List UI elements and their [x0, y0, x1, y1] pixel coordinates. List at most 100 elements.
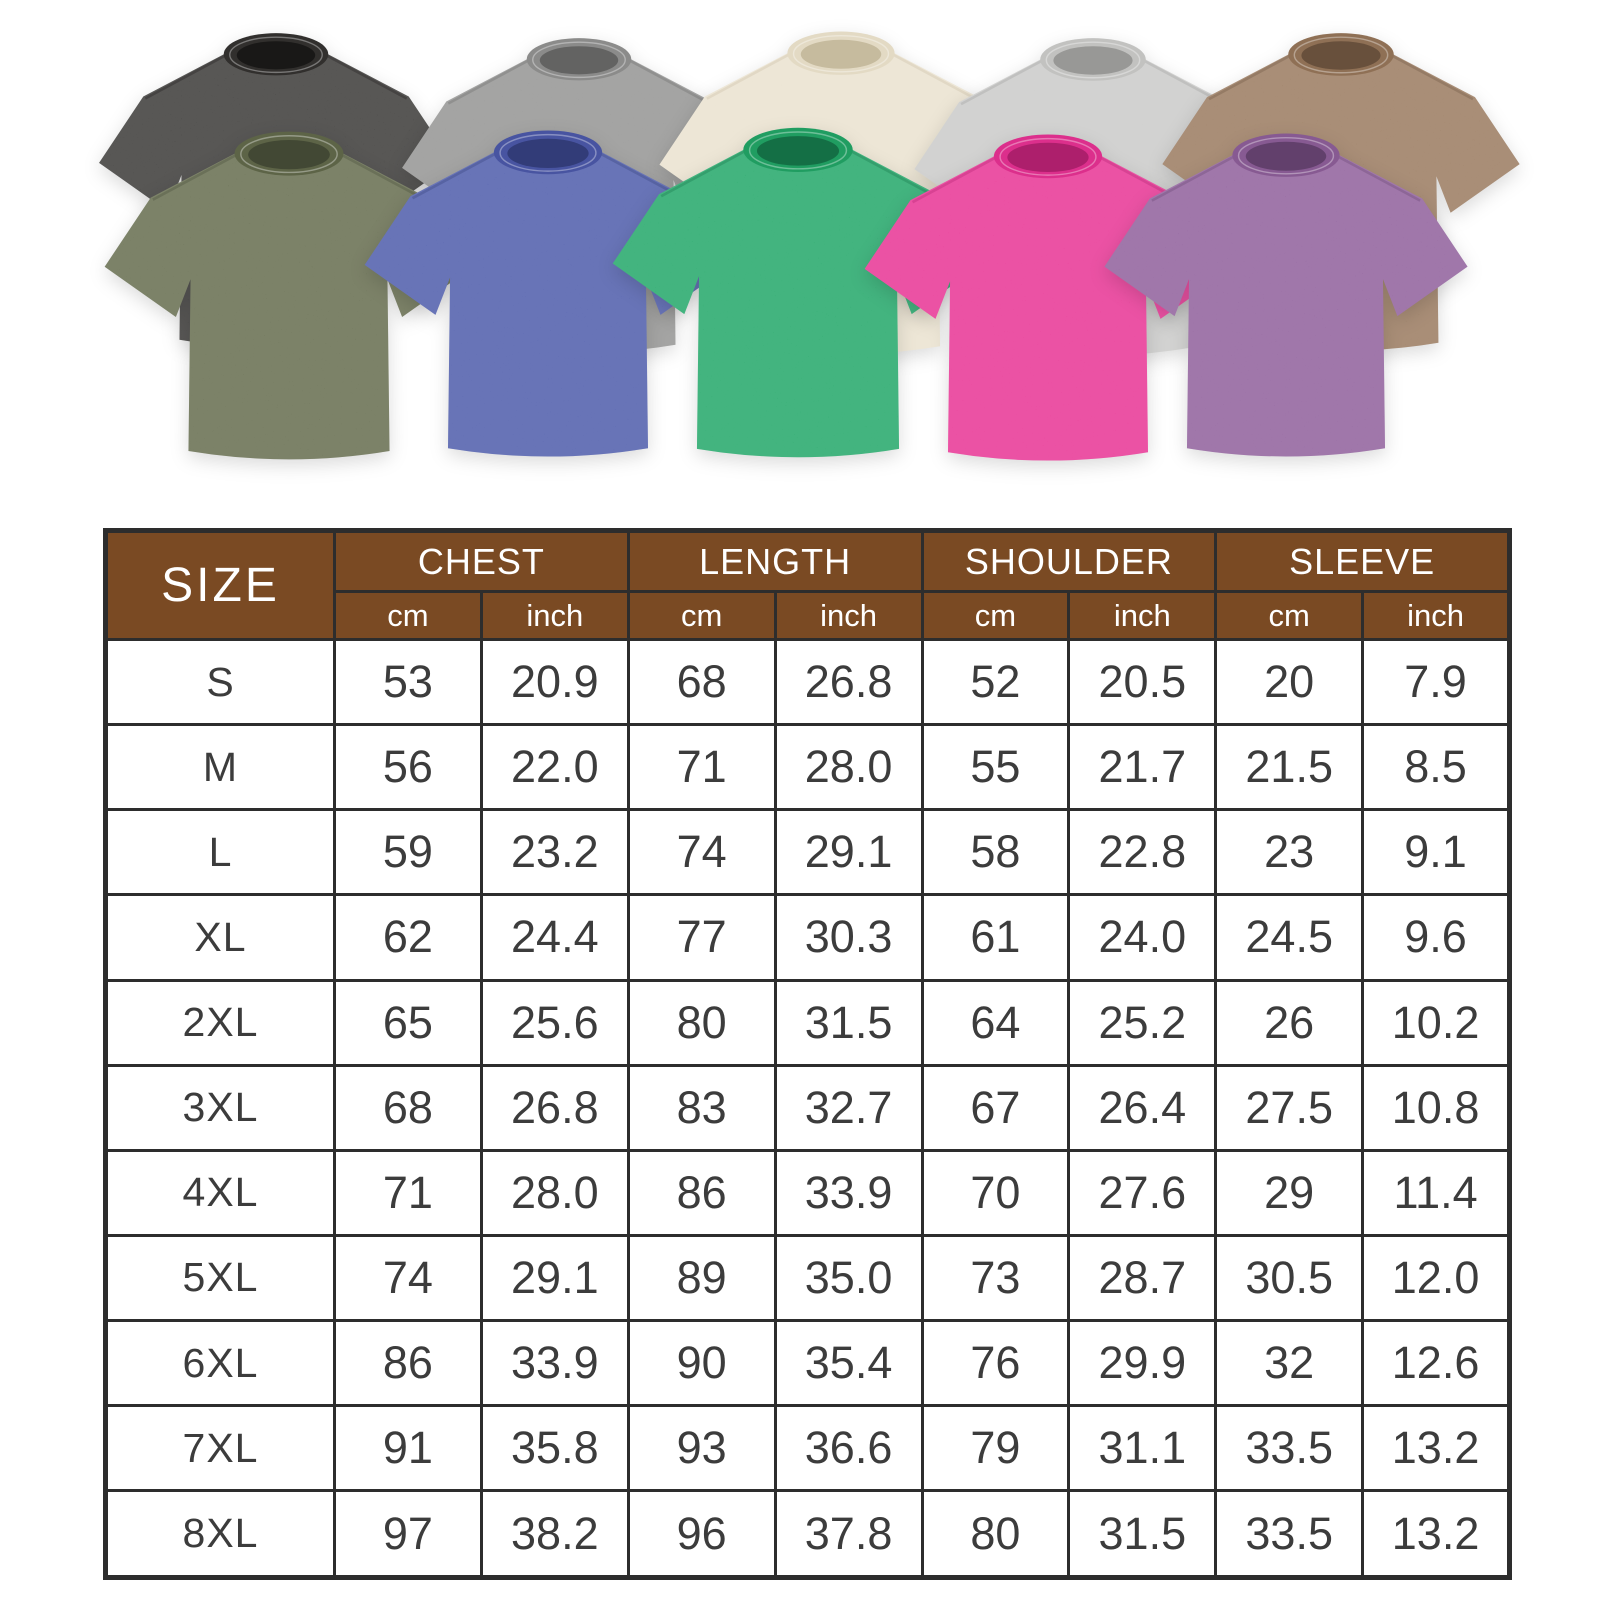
value-cell: 10.2 [1361, 978, 1511, 1067]
value-cell: 12.6 [1361, 1318, 1511, 1408]
value-cell: 30.5 [1214, 1233, 1365, 1323]
value-cell: 91 [333, 1404, 483, 1493]
value-cell: 56 [333, 723, 483, 812]
table-row: 5XL 74 29.1 89 35.0 73 28.7 30.5 12.0 [104, 1233, 1511, 1323]
value-cell: 33.5 [1214, 1489, 1365, 1579]
size-cell: 6XL [104, 1318, 336, 1408]
size-cell: M [104, 723, 336, 812]
value-cell: 71 [626, 723, 777, 812]
value-cell: 12.0 [1361, 1233, 1511, 1323]
table-row: 7XL 91 35.8 93 36.6 79 31.1 33.5 13.2 [104, 1404, 1511, 1493]
size-cell: 8XL [104, 1489, 336, 1579]
value-cell: 28.7 [1067, 1233, 1218, 1323]
value-cell: 33.9 [773, 1148, 924, 1237]
value-cell: 52 [920, 637, 1071, 727]
value-cell: 21.7 [1067, 723, 1218, 812]
table-row: 4XL 71 28.0 86 33.9 70 27.6 29 11.4 [104, 1148, 1511, 1237]
value-cell: 23.2 [479, 808, 630, 897]
unit-header-length-cm: cm [626, 590, 777, 641]
value-cell: 76 [920, 1318, 1071, 1408]
value-cell: 26.8 [479, 1063, 630, 1152]
value-cell: 27.5 [1214, 1063, 1365, 1152]
header-group-row: SIZE CHEST LENGTH SHOULDER SLEEVE [104, 529, 1511, 641]
group-header-length: LENGTH [626, 529, 924, 593]
value-cell: 90 [626, 1318, 777, 1408]
value-cell: 74 [333, 1233, 483, 1323]
value-cell: 80 [920, 1489, 1071, 1579]
value-cell: 31.5 [773, 978, 924, 1067]
header-unit-row: cm inch cm inch cm inch cm inch [106, 590, 1511, 641]
table-row: XL 62 24.4 77 30.3 61 24.0 24.5 9.6 [104, 893, 1511, 982]
value-cell: 32 [1214, 1318, 1365, 1408]
value-cell: 24.4 [479, 893, 630, 982]
size-cell: 2XL [104, 978, 336, 1067]
value-cell: 22.8 [1067, 808, 1218, 897]
value-cell: 31.1 [1067, 1404, 1218, 1493]
table-row: M 56 22.0 71 28.0 55 21.7 21.5 8.5 [104, 723, 1511, 812]
value-cell: 67 [920, 1063, 1071, 1152]
table-row: L 59 23.2 74 29.1 58 22.8 23 9.1 [104, 808, 1511, 897]
value-cell: 53 [333, 637, 483, 727]
size-cell: 5XL [104, 1233, 336, 1323]
value-cell: 80 [626, 978, 777, 1067]
value-cell: 33.5 [1214, 1404, 1365, 1493]
value-cell: 20.9 [479, 637, 630, 727]
value-cell: 21.5 [1214, 723, 1365, 812]
value-cell: 26.8 [773, 637, 924, 727]
tshirt-blue [364, 130, 732, 457]
value-cell: 26 [1214, 978, 1365, 1067]
size-cell: 4XL [104, 1148, 336, 1237]
value-cell: 9.1 [1361, 808, 1511, 897]
value-cell: 25.2 [1067, 978, 1218, 1067]
tshirt-purple [1104, 133, 1468, 457]
unit-header-length-inch: inch [773, 590, 924, 641]
value-cell: 36.6 [773, 1404, 924, 1493]
value-cell: 86 [626, 1148, 777, 1237]
value-cell: 62 [333, 893, 483, 982]
product-gallery [0, 0, 1600, 520]
unit-header-chest-inch: inch [479, 590, 630, 641]
size-cell: 7XL [104, 1404, 336, 1493]
value-cell: 71 [333, 1148, 483, 1237]
value-cell: 27.6 [1067, 1148, 1218, 1237]
value-cell: 22.0 [479, 723, 630, 812]
table-row: 3XL 68 26.8 83 32.7 67 26.4 27.5 10.8 [104, 1063, 1511, 1152]
value-cell: 64 [920, 978, 1071, 1067]
size-cell: 3XL [104, 1063, 336, 1152]
unit-header-sleeve-inch: inch [1361, 590, 1511, 641]
size-cell: S [104, 637, 336, 727]
table-row: 8XL 97 38.2 96 37.8 80 31.5 33.5 13.2 [104, 1489, 1511, 1579]
value-cell: 55 [920, 723, 1071, 812]
value-cell: 29.1 [773, 808, 924, 897]
value-cell: 10.8 [1361, 1063, 1511, 1152]
value-cell: 11.4 [1361, 1148, 1511, 1237]
value-cell: 68 [626, 637, 777, 727]
group-header-sleeve: SLEEVE [1214, 529, 1511, 593]
value-cell: 97 [333, 1489, 483, 1579]
value-cell: 29 [1214, 1148, 1365, 1237]
value-cell: 29.9 [1067, 1318, 1218, 1408]
value-cell: 7.9 [1361, 637, 1511, 727]
value-cell: 96 [626, 1489, 777, 1579]
size-cell: XL [104, 893, 336, 982]
size-chart-table: SIZE CHEST LENGTH SHOULDER SLEEVE cm inc… [103, 528, 1512, 1580]
value-cell: 9.6 [1361, 893, 1511, 982]
value-cell: 26.4 [1067, 1063, 1218, 1152]
value-cell: 28.0 [479, 1148, 630, 1237]
table-row: S 53 20.9 68 26.8 52 20.5 20 7.9 [104, 637, 1511, 727]
value-cell: 31.5 [1067, 1489, 1218, 1579]
tshirt-green [612, 127, 984, 458]
value-cell: 89 [626, 1233, 777, 1323]
value-cell: 20 [1214, 637, 1365, 727]
value-cell: 65 [333, 978, 483, 1067]
value-cell: 38.2 [479, 1489, 630, 1579]
value-cell: 32.7 [773, 1063, 924, 1152]
unit-header-shoulder-inch: inch [1067, 590, 1218, 641]
value-cell: 37.8 [773, 1489, 924, 1579]
group-header-shoulder: SHOULDER [920, 529, 1218, 593]
value-cell: 24.5 [1214, 893, 1365, 982]
value-cell: 28.0 [773, 723, 924, 812]
unit-header-shoulder-cm: cm [920, 590, 1071, 641]
value-cell: 73 [920, 1233, 1071, 1323]
